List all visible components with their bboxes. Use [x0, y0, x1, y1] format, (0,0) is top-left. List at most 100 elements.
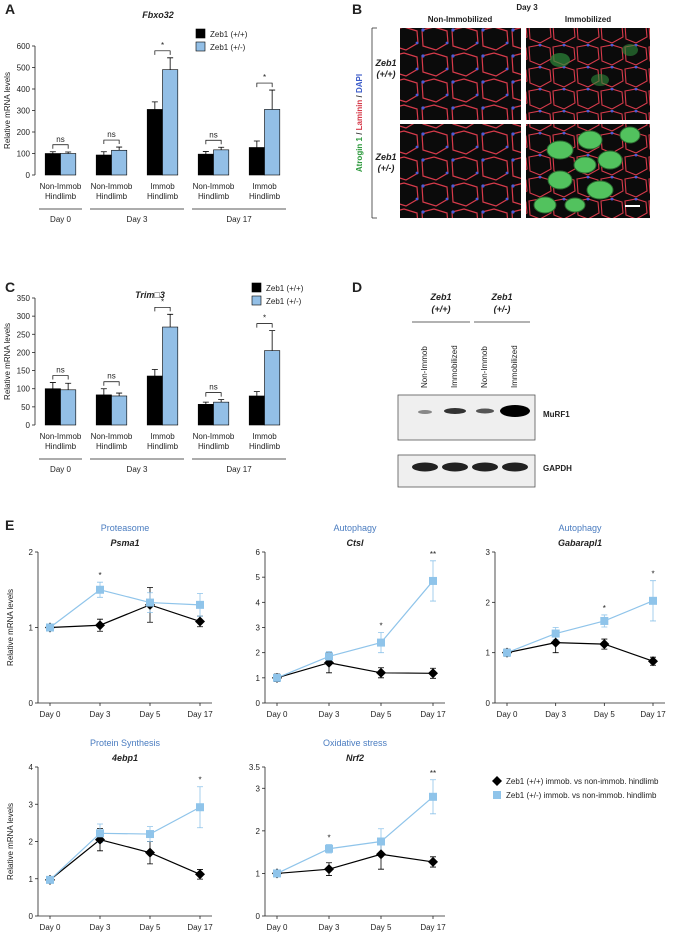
error-bar	[218, 399, 225, 403]
significance-bracket	[52, 375, 69, 380]
x-tick-label: Day 17	[187, 923, 213, 932]
y-tick-label: 200	[17, 348, 31, 357]
y-tick-label: 5	[256, 573, 261, 582]
x-tick-label: Hindlimb	[45, 192, 77, 201]
y-tick-label: 1	[256, 869, 261, 878]
group-label: Day 17	[226, 465, 252, 474]
chart-category: Oxidative stress	[323, 738, 388, 748]
bar	[95, 394, 112, 426]
significance-bracket	[52, 144, 69, 149]
x-tick-label: Day 0	[267, 710, 288, 719]
panel-title: Day 3	[516, 3, 538, 12]
chart-category: Autophagy	[333, 523, 377, 533]
marker	[600, 616, 609, 625]
significance-label: *	[263, 314, 266, 323]
marker	[492, 776, 502, 786]
significance-label: *	[161, 297, 164, 306]
marker	[551, 629, 560, 638]
series-line	[506, 641, 654, 662]
y-tick-label: 0	[256, 699, 261, 708]
x-tick-label: Day 3	[545, 710, 566, 719]
x-tick-label: Hindlimb	[96, 192, 128, 201]
y-tick-label: 250	[17, 330, 31, 339]
x-tick-label: Day 5	[140, 923, 161, 932]
x-tick-label: Day 3	[319, 923, 340, 932]
lane-label: Immobilized	[450, 345, 459, 388]
error-bar	[253, 391, 260, 396]
y-tick-label: 0	[29, 699, 34, 708]
legend-label: Zeb1 (+/+)	[210, 30, 248, 39]
error-bar	[65, 151, 72, 154]
marker	[599, 639, 610, 650]
error-bar	[151, 101, 158, 110]
y-tick-label: 100	[17, 385, 31, 394]
y-tick-label: 300	[17, 312, 31, 321]
bar	[146, 375, 163, 426]
series-line	[49, 604, 201, 629]
marker	[649, 596, 657, 605]
legend-label: Zeb1 (+/-)	[266, 297, 302, 306]
y-tick-label: 50	[21, 403, 30, 412]
significance-bracket	[205, 139, 222, 145]
group-label: Day 3	[127, 465, 148, 474]
marker	[46, 875, 54, 884]
stain-part: /	[355, 93, 364, 100]
x-tick-label: Day 0	[40, 923, 61, 932]
micrograph	[400, 124, 521, 218]
x-tick-label: Day 17	[420, 710, 446, 719]
stain-label: Atrogin 1 / Laminin / DAPI	[355, 74, 364, 172]
x-tick-label: Day 0	[267, 923, 288, 932]
y-tick-label: 0	[256, 912, 261, 921]
series-line	[506, 600, 654, 654]
significance-label: ns	[209, 130, 217, 139]
marker	[146, 598, 154, 607]
y-tick-label: 3	[29, 800, 34, 809]
x-tick-label: Non-Immob	[193, 432, 235, 441]
y-tick-label: 0	[486, 699, 491, 708]
group-label: Day 17	[226, 215, 252, 224]
error-bar	[116, 392, 123, 396]
error-bar	[65, 382, 72, 390]
error-bar	[253, 140, 260, 148]
x-tick-label: Day 17	[640, 710, 666, 719]
genotype-label: (+/+)	[431, 304, 450, 314]
marker	[95, 620, 105, 631]
x-tick-label: Hindlimb	[147, 442, 179, 451]
y-tick-label: 4	[256, 598, 261, 607]
x-tick-label: Day 3	[319, 710, 340, 719]
significance-label: *	[198, 776, 201, 785]
y-tick-label: 100	[17, 150, 31, 159]
y-tick-label: 3.5	[249, 763, 261, 772]
x-tick-label: Non-Immob	[40, 432, 82, 441]
y-tick-label: 600	[17, 42, 31, 51]
chart-category: Protein Synthesis	[90, 738, 161, 748]
bar	[264, 350, 281, 426]
error-bar	[202, 401, 209, 405]
y-tick-label: 2	[486, 598, 491, 607]
marker	[146, 830, 154, 839]
marker	[273, 869, 281, 878]
significance-label: *	[651, 570, 654, 579]
stain-part: Laminin	[355, 100, 364, 131]
significance-label: ns	[107, 372, 115, 381]
marker	[96, 585, 104, 594]
marker	[376, 849, 386, 860]
protein-label: GAPDH	[543, 464, 572, 473]
significance-bracket	[103, 139, 120, 145]
series-line	[276, 796, 434, 874]
genotype-label: Zeb1	[429, 292, 451, 302]
chart-title: Nrf2	[346, 753, 364, 763]
marker	[648, 656, 658, 667]
error-bar	[100, 388, 107, 395]
marker	[428, 856, 438, 867]
row-label: (+/+)	[376, 69, 395, 79]
micrographs	[371, 27, 650, 219]
y-axis-label: Relative mRNA levels	[3, 72, 12, 149]
x-tick-label: Day 3	[90, 923, 111, 932]
significance-bracket	[154, 306, 171, 312]
significance-label: ns	[56, 366, 64, 375]
legend-label: Zeb1 (+/+) immob. vs non-immob. hindlimb	[506, 777, 659, 786]
group-label: Day 3	[127, 215, 148, 224]
legend-label: Zeb1 (+/+)	[266, 284, 304, 293]
